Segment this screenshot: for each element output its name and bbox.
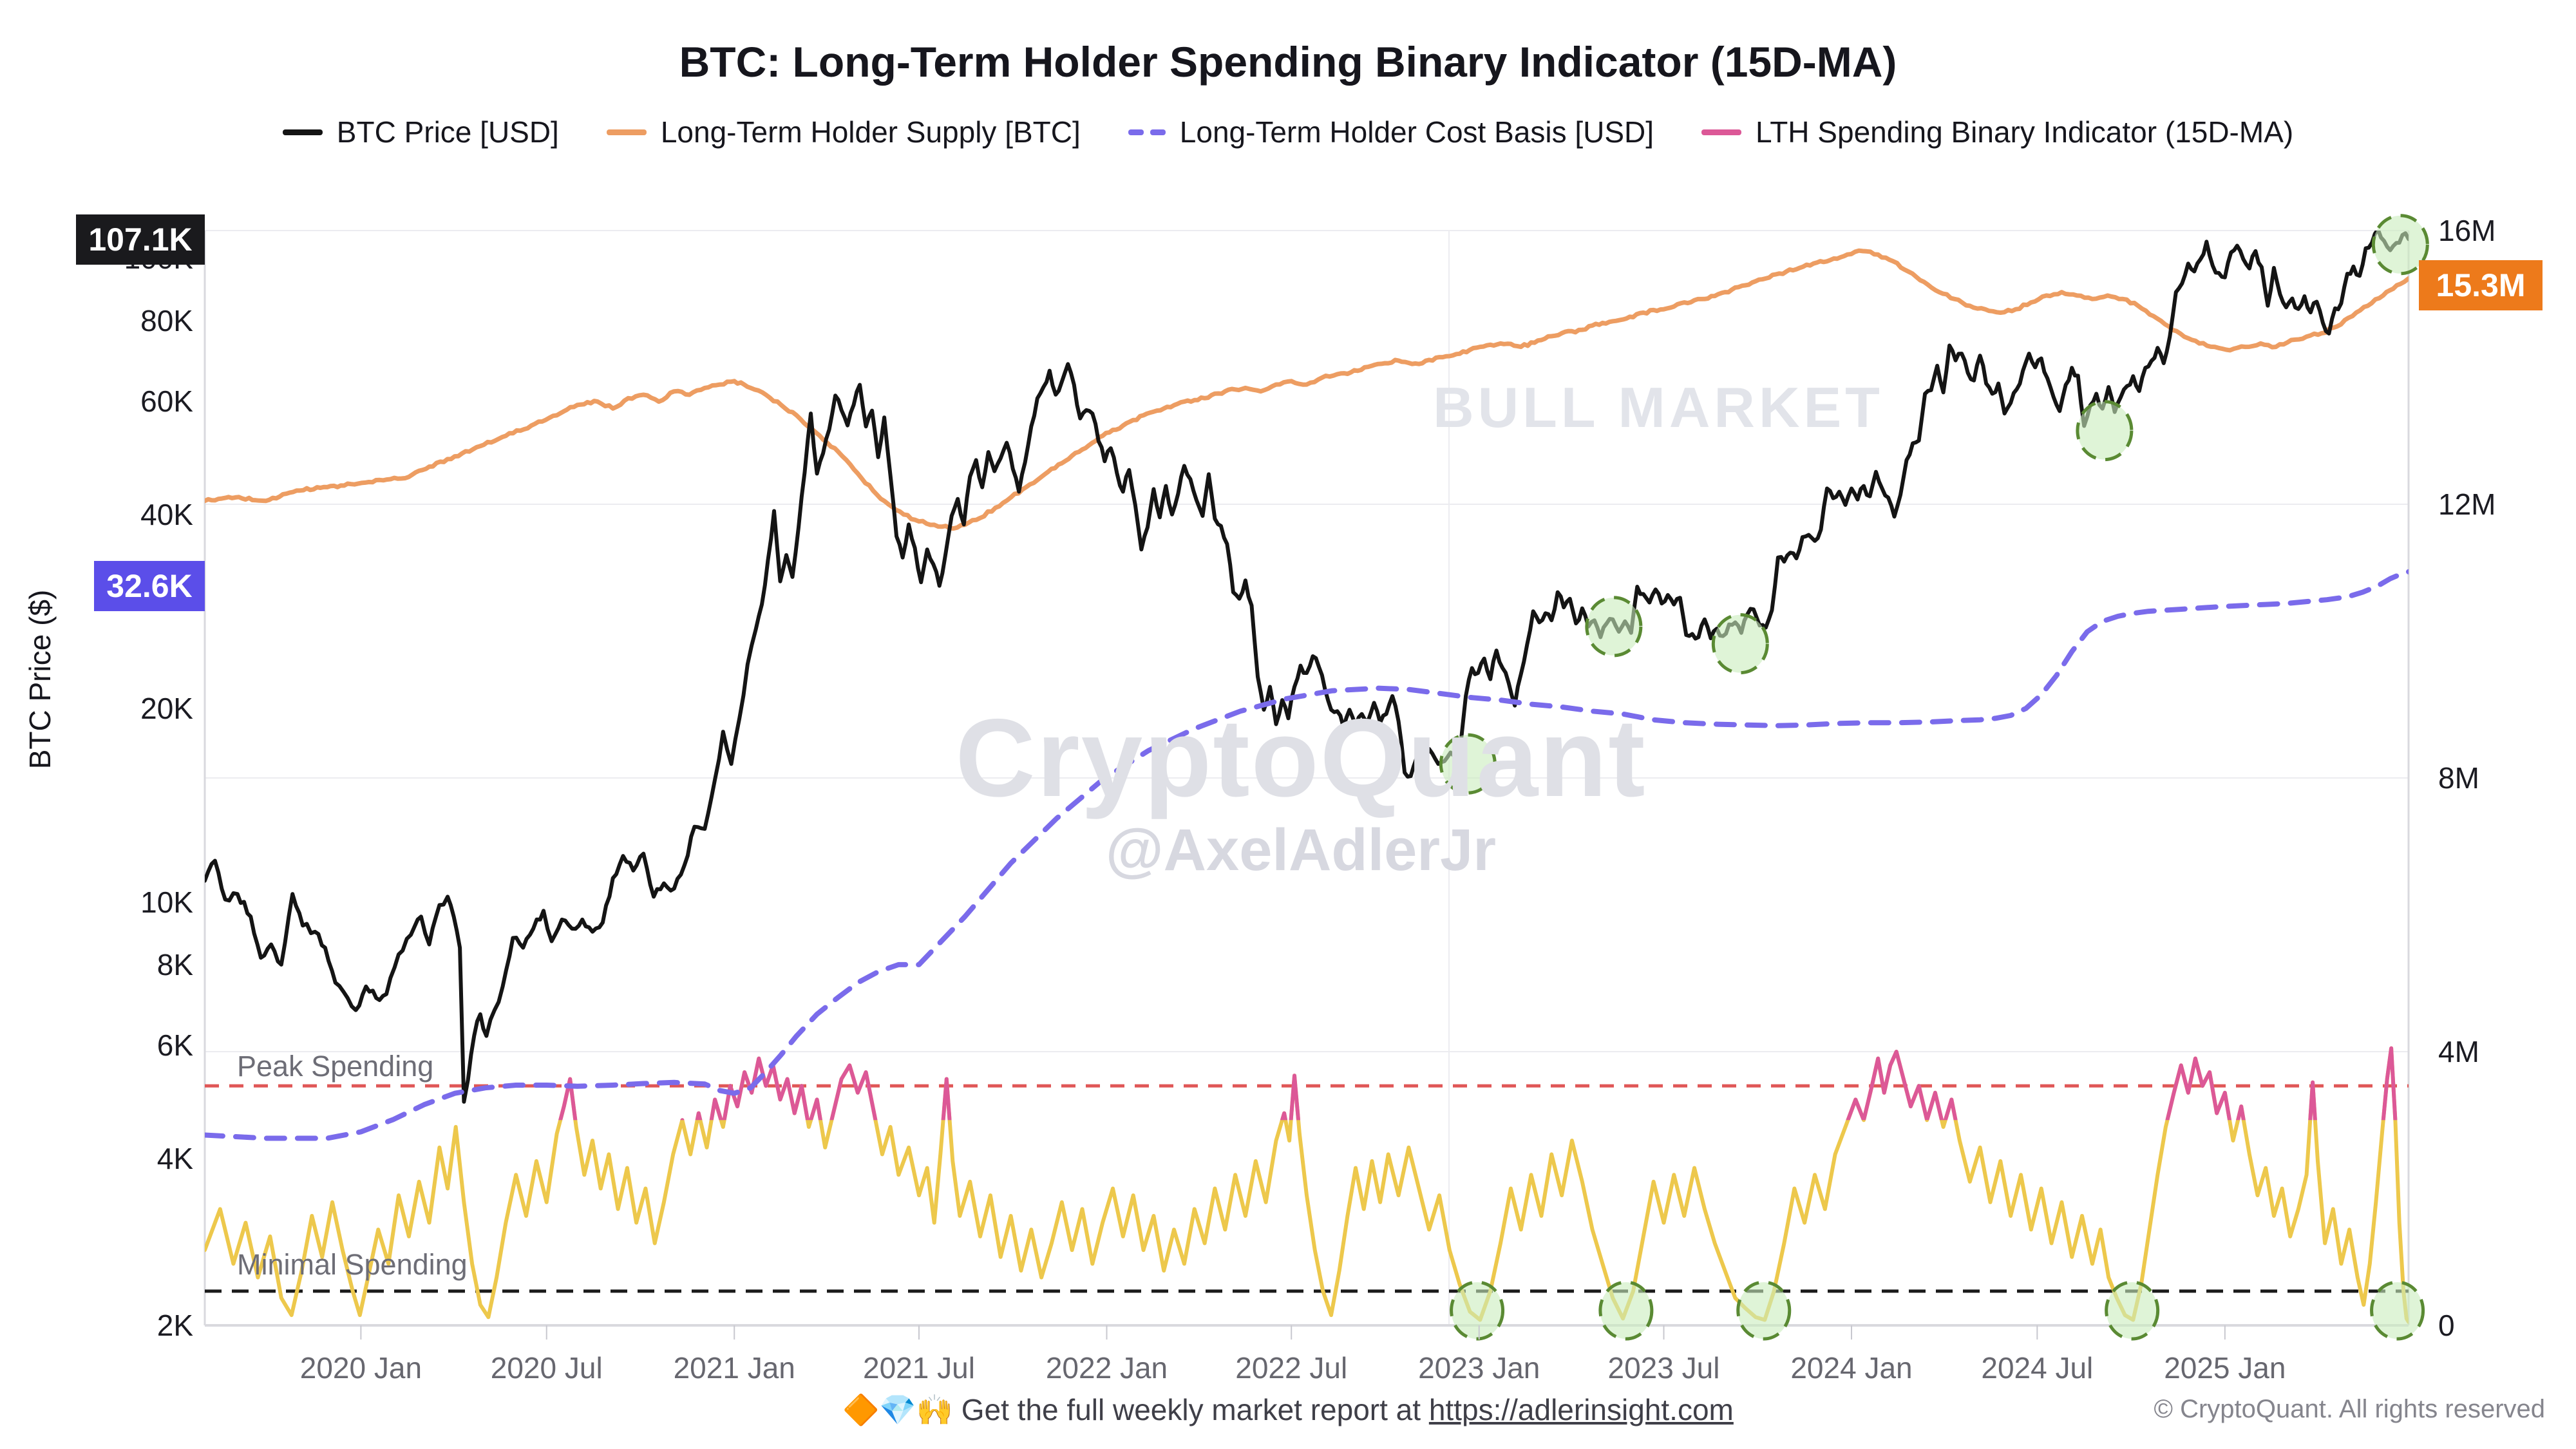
left-axis-tick-label: 60K — [140, 384, 193, 418]
legend-item-lth-spending-indicator[interactable]: LTH Spending Binary Indicator (15D-MA) — [1701, 115, 2293, 149]
highlight-circle-price — [2371, 214, 2429, 276]
highlight-circle-price — [1711, 613, 1769, 675]
current-supply-badge: 15.3M — [2419, 260, 2543, 310]
x-axis-tick-label: 2023 Jan — [1418, 1351, 1540, 1385]
cost-basis-line — [205, 569, 2409, 1141]
footer-promo-text: Get the full weekly market report at — [952, 1393, 1429, 1426]
left-axis-tick-label: 80K — [140, 304, 193, 337]
legend-label: Long-Term Holder Cost Basis [USD] — [1179, 115, 1654, 149]
highlight-circle-low-spending — [1450, 1280, 1505, 1341]
legend-item-lth-cost-basis[interactable]: Long-Term Holder Cost Basis [USD] — [1128, 115, 1654, 149]
highlight-circle-low-spending — [1598, 1280, 1654, 1341]
right-axis-tick-label: 8M — [2438, 761, 2479, 795]
right-axis-tick-label: 0 — [2438, 1309, 2455, 1342]
left-axis-tick-label: 8K — [157, 948, 194, 981]
left-axis-tick-label: 10K — [140, 886, 193, 919]
right-axis-tick-label: 4M — [2438, 1035, 2479, 1068]
left-axis-tick-label: 4K — [157, 1142, 194, 1175]
current-cost-basis-badge: 32.6K — [94, 561, 205, 611]
x-axis-tick-label: 2022 Jan — [1046, 1351, 1168, 1385]
x-axis-tick-label: 2024 Jan — [1790, 1351, 1912, 1385]
y-axis-title: BTC Price ($) — [23, 589, 57, 770]
page-title: BTC: Long-Term Holder Spending Binary In… — [679, 38, 1897, 86]
footer-copyright: © CryptoQuant. All rights reserved — [2154, 1395, 2546, 1423]
minimal-spending-label: Minimal Spending — [237, 1248, 468, 1281]
footer-promo: 🔶💎🙌 Get the full weekly market report at… — [842, 1392, 1734, 1428]
highlight-circle-low-spending — [2370, 1280, 2425, 1341]
highlight-circle-low-spending — [1736, 1280, 1792, 1341]
watermark-author-handle: @AxelAdlerJr — [1105, 817, 1497, 883]
highlight-circle-price — [2076, 400, 2134, 462]
legend-item-lth-supply[interactable]: Long-Term Holder Supply [BTC] — [606, 115, 1081, 149]
footer-emoji-icons: 🔶💎🙌 — [842, 1393, 953, 1426]
x-axis-tick-label: 2021 Jul — [863, 1351, 975, 1385]
indicator-line — [205, 1046, 2409, 1324]
x-axis-tick-label: 2020 Jan — [300, 1351, 422, 1385]
legend-swatch-lth-supply-icon — [606, 129, 647, 135]
left-axis-tick-label: 6K — [157, 1028, 194, 1062]
x-axis-tick-label: 2025 Jan — [2164, 1351, 2286, 1385]
x-axis-tick-label: 2022 Jul — [1235, 1351, 1347, 1385]
legend-swatch-lth-cost-basis-icon — [1128, 129, 1166, 135]
x-axis-tick-label: 2024 Jul — [1981, 1351, 2093, 1385]
left-axis-tick-label: 2K — [157, 1309, 194, 1342]
left-axis-tick-label: 20K — [140, 692, 193, 725]
watermark-cryptoquant: CryptoQuant — [955, 696, 1647, 820]
footer-report-link[interactable]: https://adlerinsight.com — [1428, 1393, 1734, 1426]
legend: BTC Price [USD] Long-Term Holder Supply … — [0, 115, 2576, 149]
x-axis-tick-label: 2020 Jul — [491, 1351, 603, 1385]
peak-spending-label: Peak Spending — [237, 1050, 434, 1083]
legend-label: LTH Spending Binary Indicator (15D-MA) — [1756, 115, 2294, 149]
left-axis-tick-label: 40K — [140, 498, 193, 531]
highlight-circle-low-spending — [2105, 1280, 2160, 1341]
x-axis-tick-label: 2021 Jan — [674, 1351, 795, 1385]
price-line — [205, 231, 2409, 1104]
right-axis-tick-label: 16M — [2438, 214, 2496, 247]
legend-swatch-lth-spending-indicator-icon — [1701, 129, 1742, 135]
legend-item-btc-price[interactable]: BTC Price [USD] — [282, 115, 559, 149]
legend-swatch-btc-price-icon — [282, 129, 323, 135]
x-axis-tick-label: 2023 Jul — [1608, 1351, 1720, 1385]
current-price-badge: 107.1K — [76, 214, 205, 265]
right-axis-tick-label: 12M — [2438, 488, 2496, 521]
bull-market-annotation: BULL MARKET — [1433, 375, 1884, 439]
highlight-circle-price — [1439, 733, 1497, 795]
highlight-circle-price — [1585, 596, 1643, 658]
supply-line — [205, 248, 2409, 531]
legend-label: BTC Price [USD] — [336, 115, 559, 149]
legend-label: Long-Term Holder Supply [BTC] — [660, 115, 1081, 149]
